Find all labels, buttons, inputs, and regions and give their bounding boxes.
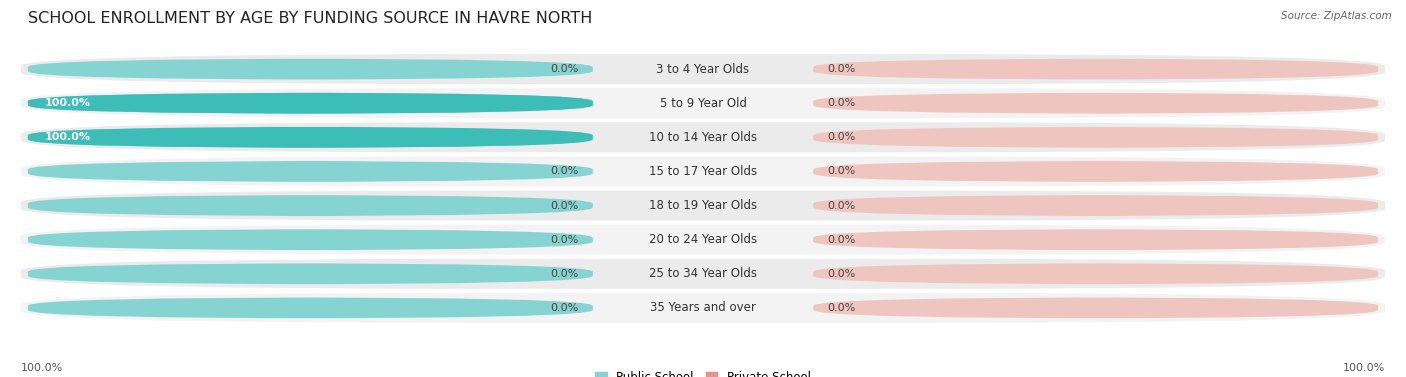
Text: 0.0%: 0.0%: [827, 201, 855, 211]
Text: Source: ZipAtlas.com: Source: ZipAtlas.com: [1281, 11, 1392, 21]
Text: 0.0%: 0.0%: [827, 303, 855, 313]
FancyBboxPatch shape: [21, 88, 1385, 118]
Text: 25 to 34 Year Olds: 25 to 34 Year Olds: [650, 267, 756, 280]
Text: 0.0%: 0.0%: [551, 303, 579, 313]
FancyBboxPatch shape: [21, 225, 1385, 255]
FancyBboxPatch shape: [28, 127, 593, 148]
Text: 10 to 14 Year Olds: 10 to 14 Year Olds: [650, 131, 756, 144]
FancyBboxPatch shape: [21, 190, 1385, 221]
FancyBboxPatch shape: [21, 293, 1385, 323]
FancyBboxPatch shape: [813, 58, 1378, 80]
Text: 0.0%: 0.0%: [827, 132, 855, 143]
FancyBboxPatch shape: [813, 297, 1378, 319]
Text: 100.0%: 100.0%: [1343, 363, 1385, 373]
Text: 0.0%: 0.0%: [551, 234, 579, 245]
Text: 3 to 4 Year Olds: 3 to 4 Year Olds: [657, 63, 749, 76]
Legend: Public School, Private School: Public School, Private School: [591, 366, 815, 377]
FancyBboxPatch shape: [28, 229, 593, 250]
FancyBboxPatch shape: [28, 297, 593, 319]
Text: 0.0%: 0.0%: [827, 269, 855, 279]
Text: 0.0%: 0.0%: [827, 234, 855, 245]
FancyBboxPatch shape: [28, 195, 593, 216]
Text: 5 to 9 Year Old: 5 to 9 Year Old: [659, 97, 747, 110]
FancyBboxPatch shape: [813, 93, 1378, 114]
FancyBboxPatch shape: [28, 58, 593, 80]
FancyBboxPatch shape: [28, 127, 593, 148]
Text: 0.0%: 0.0%: [551, 64, 579, 74]
Text: 0.0%: 0.0%: [551, 166, 579, 176]
Text: SCHOOL ENROLLMENT BY AGE BY FUNDING SOURCE IN HAVRE NORTH: SCHOOL ENROLLMENT BY AGE BY FUNDING SOUR…: [28, 11, 592, 26]
FancyBboxPatch shape: [28, 93, 593, 114]
Text: 15 to 17 Year Olds: 15 to 17 Year Olds: [650, 165, 756, 178]
FancyBboxPatch shape: [28, 161, 593, 182]
FancyBboxPatch shape: [813, 127, 1378, 148]
Text: 0.0%: 0.0%: [551, 269, 579, 279]
FancyBboxPatch shape: [21, 122, 1385, 152]
FancyBboxPatch shape: [813, 229, 1378, 250]
FancyBboxPatch shape: [21, 156, 1385, 187]
Text: 18 to 19 Year Olds: 18 to 19 Year Olds: [650, 199, 756, 212]
Text: 0.0%: 0.0%: [551, 201, 579, 211]
Text: 35 Years and over: 35 Years and over: [650, 301, 756, 314]
FancyBboxPatch shape: [813, 161, 1378, 182]
FancyBboxPatch shape: [21, 54, 1385, 84]
FancyBboxPatch shape: [813, 263, 1378, 284]
Text: 0.0%: 0.0%: [827, 64, 855, 74]
Text: 100.0%: 100.0%: [45, 132, 90, 143]
Text: 100.0%: 100.0%: [45, 98, 90, 108]
FancyBboxPatch shape: [28, 93, 593, 114]
Text: 0.0%: 0.0%: [827, 166, 855, 176]
FancyBboxPatch shape: [21, 259, 1385, 289]
Text: 100.0%: 100.0%: [21, 363, 63, 373]
Text: 20 to 24 Year Olds: 20 to 24 Year Olds: [650, 233, 756, 246]
FancyBboxPatch shape: [813, 195, 1378, 216]
Text: 0.0%: 0.0%: [827, 98, 855, 108]
FancyBboxPatch shape: [28, 263, 593, 284]
